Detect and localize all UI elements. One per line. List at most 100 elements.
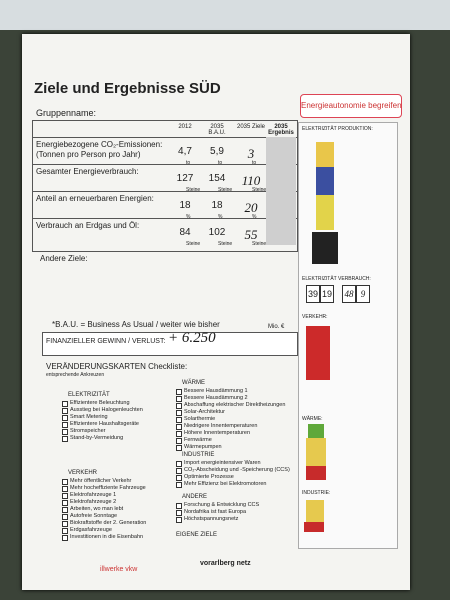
group-name: ELEKTRIZITÄT: [68, 392, 110, 398]
checkbox: [176, 475, 182, 481]
row-label: Gesamter Energieverbrauch:: [36, 167, 139, 176]
check-item: Mehr hocheffiziente Fahrzeuge: [70, 485, 146, 491]
check-item: Bessere Hausdämmung 2: [184, 395, 248, 401]
checkbox: [62, 479, 68, 485]
checkbox: [176, 396, 182, 402]
finance-value: + 6.250: [168, 330, 216, 346]
block: [316, 195, 334, 230]
checkbox: [176, 510, 182, 516]
check-item: Wärmepumpen: [184, 444, 222, 450]
check-item: Import energieintensiver Waren: [184, 460, 261, 466]
checklist-subtitle: entsprechende Ankreuzen: [46, 372, 105, 378]
check-item: Nordafrika ist fast Europa: [184, 509, 247, 515]
check-item: Solarthermie: [184, 416, 216, 422]
cell-value: 20: [244, 200, 258, 215]
check-item: Arbeiten, wo man lebt: [70, 506, 124, 512]
column-header: 2035 B.A.U.: [208, 124, 226, 136]
section-label: ELEKTRIZITÄT VERBRAUCH:: [302, 276, 371, 282]
check-item: Höchstspannungsnetz: [184, 516, 239, 522]
group-name: WÄRME: [182, 380, 205, 386]
row-label: Energiebezogene CO₂-Emissionen: (Tonnen …: [36, 140, 163, 159]
checkbox: [176, 424, 182, 430]
ergebnis-cell: [266, 191, 296, 218]
check-item: CO₂-Abscheidung und -Speicherung (CCS): [184, 467, 290, 473]
checkbox: [62, 493, 68, 499]
block: [316, 167, 334, 195]
check-item: Abschaffung elektrischer Direktheizungen: [184, 402, 286, 408]
checkbox: [62, 521, 68, 527]
checkbox: [62, 422, 68, 428]
logo: Energieautonomie begreifen: [300, 94, 402, 118]
cell-unit: to: [252, 160, 257, 166]
block: [306, 326, 330, 380]
checkbox: [62, 436, 68, 442]
cell-value: 4,7: [178, 146, 192, 157]
check-item: Ausstieg bei Halogenleuchten: [70, 407, 143, 413]
section-label: ELEKTRIZITÄT PRODUKTION:: [302, 126, 373, 132]
checkbox: [176, 461, 182, 467]
cell-value: 18: [179, 200, 191, 211]
sponsor: illwerke vkw: [100, 566, 138, 573]
check-item: Elektrofahrzeuge 1: [70, 492, 117, 498]
cell-unit: to: [218, 160, 223, 166]
ergebnis-cell: [266, 164, 296, 191]
cell-unit: Steine: [218, 241, 233, 247]
check-item: Höhere Innentemperaturen: [184, 430, 251, 436]
check-item: Bessere Hausdämmung 1: [184, 388, 248, 394]
row-line: [32, 137, 297, 138]
cell-value: 18: [211, 200, 223, 211]
checkbox: [176, 482, 182, 488]
goals-table: [32, 120, 298, 252]
block: [312, 232, 338, 264]
checkbox: [176, 417, 182, 423]
row-line: [32, 164, 297, 165]
checkbox: [176, 438, 182, 444]
check-item: Optimierte Prozesse: [184, 474, 234, 480]
cell-value: 102: [208, 227, 226, 238]
checkbox: [62, 415, 68, 421]
block: [316, 142, 334, 167]
cell-unit: %: [186, 214, 191, 220]
checkbox: [176, 410, 182, 416]
consumption-value: 19: [320, 285, 334, 303]
cell-value: 55: [244, 227, 258, 242]
cell-value: 84: [179, 227, 191, 238]
group-name: VERKEHR: [68, 470, 98, 476]
block: [304, 522, 324, 532]
check-item: Elektrofahrzeuge 2: [70, 499, 117, 505]
cell-unit: to: [186, 160, 191, 166]
group-label: Gruppenname:: [36, 108, 97, 118]
checkbox: [62, 486, 68, 492]
check-item: Biokraftstoffe der 2. Generation: [70, 520, 147, 526]
other-goals: Andere Ziele:: [40, 254, 88, 263]
consumption-value: 39: [306, 285, 320, 303]
check-item: Effizientere Beleuchtung: [70, 400, 130, 406]
sponsor: vorarlberg netz: [200, 560, 251, 567]
checkbox: [62, 429, 68, 435]
cell-value: 110: [241, 173, 261, 188]
block: [308, 424, 324, 438]
consumption-value: 48: [342, 285, 356, 303]
check-item: Mehr Effizienz bei Elektromotoren: [184, 481, 267, 487]
checkbox: [62, 507, 68, 513]
finance-label: FINANZIELLER GEWINN / VERLUST:: [46, 338, 166, 345]
cell-value: 154: [208, 173, 226, 184]
check-item: Stand-by-Vermeidung: [70, 435, 124, 441]
checkbox: [176, 517, 182, 523]
check-item: Mehr öffentlicher Verkehr: [70, 478, 132, 484]
cell-unit: Steine: [186, 187, 201, 193]
row-line: [32, 218, 297, 219]
group-name: INDUSTRIE: [182, 452, 215, 458]
column-header: 2035 Ziele: [236, 124, 266, 130]
check-item: Stromspeicher: [70, 428, 106, 434]
section-label: VERKEHR:: [302, 314, 328, 320]
title: Ziele und Ergebnisse SÜD: [34, 80, 221, 97]
ergebnis-cell: [266, 218, 296, 245]
own-goals: EIGENE ZIELE: [176, 532, 218, 538]
footnote: *B.A.U. = Business As Usual / weiter wie…: [52, 320, 220, 329]
consumption-value: 9: [356, 285, 370, 303]
section-label: INDUSTRIE:: [302, 490, 331, 496]
ergebnis-cell: [266, 137, 296, 164]
checkbox: [62, 408, 68, 414]
